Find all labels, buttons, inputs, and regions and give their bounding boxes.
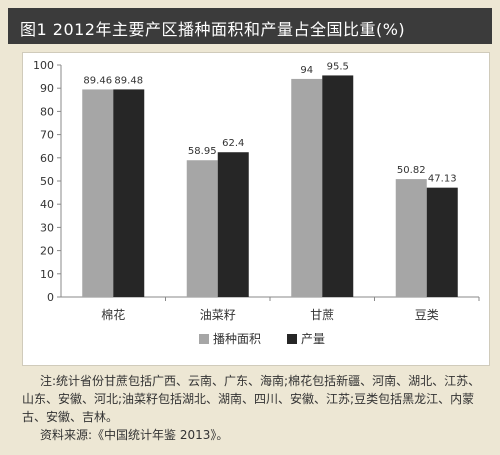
data-label: 50.82 xyxy=(397,165,426,176)
data-label: 62.4 xyxy=(222,138,244,149)
y-tick-label: 60 xyxy=(40,152,54,165)
legend-label: 播种面积 xyxy=(213,332,261,346)
bar xyxy=(217,152,249,297)
x-category-label: 棉花 xyxy=(101,307,125,322)
x-category-label: 甘蔗 xyxy=(310,308,334,322)
bar xyxy=(291,78,323,297)
y-tick-label: 10 xyxy=(40,268,54,281)
data-label: 89.46 xyxy=(83,75,112,86)
y-tick-label: 30 xyxy=(40,221,54,234)
footnote: 注:统计省份甘蔗包括广西、云南、广东、海南;棉花包括新疆、河南、湖北、江苏、山东… xyxy=(22,374,481,424)
y-tick-label: 90 xyxy=(40,82,54,95)
legend-label: 产量 xyxy=(301,332,325,346)
bar xyxy=(82,89,114,297)
y-tick-label: 40 xyxy=(40,198,54,211)
y-tick-label: 20 xyxy=(40,245,54,258)
bar xyxy=(395,179,427,297)
bar xyxy=(186,160,218,297)
notes: 注:统计省份甘蔗包括广西、云南、广东、海南;棉花包括新疆、河南、湖北、江苏、山东… xyxy=(22,372,488,444)
legend-swatch xyxy=(199,334,209,344)
data-label: 95.5 xyxy=(327,61,349,72)
bar xyxy=(322,75,354,297)
chart-title: 图1 2012年主要产区播种面积和产量占全国比重(%) xyxy=(20,20,406,39)
y-tick-label: 80 xyxy=(40,105,54,118)
bar-chart: 0 10 20 30 40 50 60 70 80 90 100 89.46 89.48 棉花 58.95 6… xyxy=(33,59,480,346)
bar xyxy=(426,187,458,297)
y-tick-label: 100 xyxy=(33,59,54,72)
chart-frame: 0 10 20 30 40 50 60 70 80 90 100 89.46 89.48 棉花 58.95 6… xyxy=(22,52,490,366)
bar xyxy=(113,89,145,297)
source-note: 资料来源:《中国统计年鉴 2013》。 xyxy=(40,428,229,442)
title-bar: 图1 2012年主要产区播种面积和产量占全国比重(%) xyxy=(8,8,492,44)
y-tick-label: 50 xyxy=(40,175,54,188)
data-label: 94 xyxy=(300,65,313,76)
x-category-label: 豆类 xyxy=(415,308,439,322)
y-tick-label: 70 xyxy=(40,129,54,142)
data-label: 89.48 xyxy=(114,75,143,86)
data-label: 47.13 xyxy=(428,174,457,185)
x-category-label: 油菜籽 xyxy=(200,308,236,322)
data-label: 58.95 xyxy=(188,146,217,157)
y-tick-label: 0 xyxy=(47,291,54,304)
legend-swatch xyxy=(287,334,297,344)
